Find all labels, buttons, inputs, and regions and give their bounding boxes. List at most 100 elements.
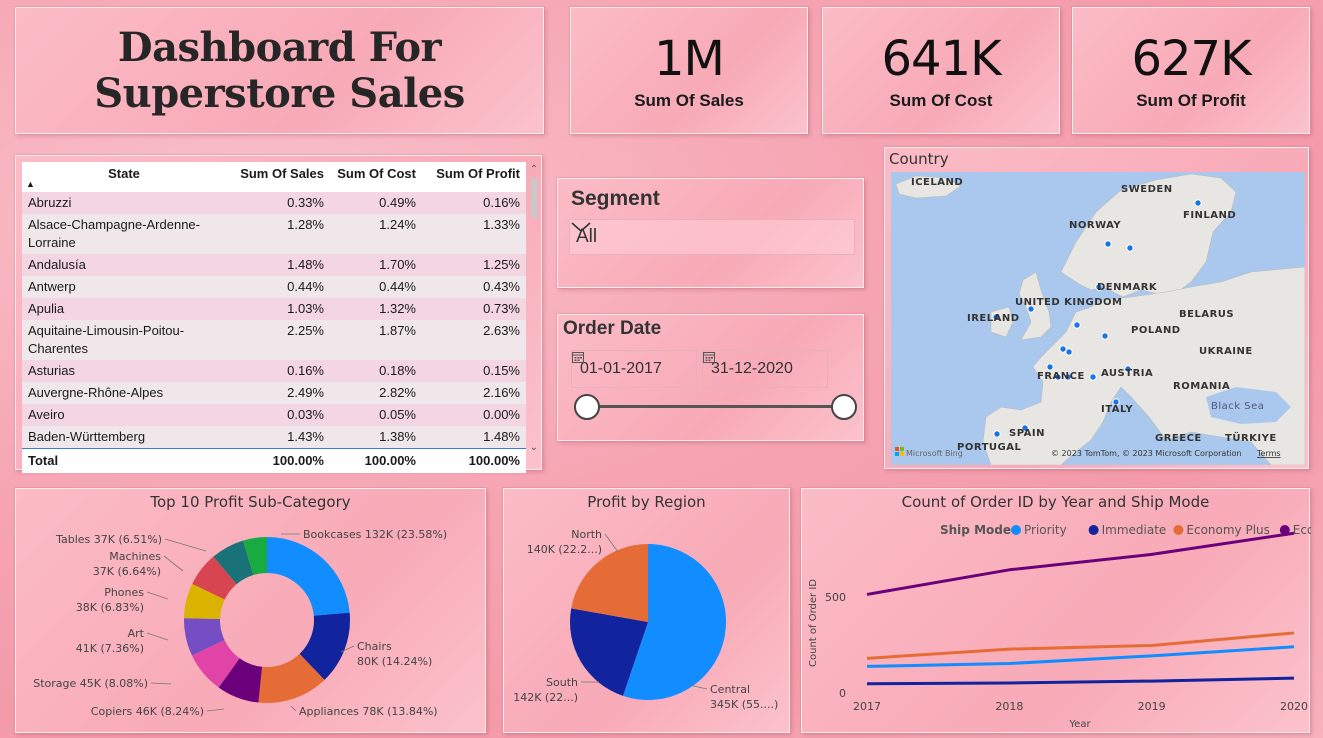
date-range-end-handle[interactable]: [831, 394, 857, 420]
table-row[interactable]: Asturias 0.16% 0.18% 0.15%: [22, 360, 526, 382]
column-header-sales[interactable]: Sum Of Sales: [232, 162, 330, 192]
map-label-poland: POLAND: [1131, 325, 1181, 336]
donut-leader-line: [207, 709, 224, 711]
cell-state: Asturias: [22, 360, 232, 382]
kpi-sales-card[interactable]: 1M Sum Of Sales: [570, 7, 808, 134]
bing-brand-text: Microsoft Bing: [906, 449, 963, 458]
table-row[interactable]: Aveiro 0.03% 0.05% 0.00%: [22, 404, 526, 426]
table-row[interactable]: Apulia 1.03% 1.32% 0.73%: [22, 298, 526, 320]
scroll-down-icon[interactable]: ⌄: [529, 442, 539, 454]
donut-leader-line: [164, 556, 183, 571]
donut-data-label: Copiers 46K (8.24%): [91, 705, 204, 718]
table-row[interactable]: Baden-Württemberg 1.43% 1.38% 1.48%: [22, 426, 526, 449]
donut-data-label: Chairs 80K (14.24%): [357, 640, 432, 668]
donut-leader-line: [147, 592, 168, 599]
profit-subcategory-chart[interactable]: Top 10 Profit Sub-Category Bookcases 132…: [15, 488, 486, 733]
table-row[interactable]: Antwerp 0.44% 0.44% 0.43%: [22, 276, 526, 298]
segment-dropdown[interactable]: All: [569, 219, 855, 255]
table-row[interactable]: Alsace-Champagne-Ardenne-Lorraine 1.28% 1.…: [22, 214, 526, 254]
date-range-start-handle[interactable]: [574, 394, 600, 420]
donut-slice-bookcases[interactable]: [267, 537, 350, 616]
legend-item[interactable]: Priority: [1024, 523, 1067, 537]
order-date-title: Order Date: [563, 318, 661, 340]
kpi-profit-card[interactable]: 627K Sum Of Profit: [1072, 7, 1310, 134]
cell-sales: 1.48%: [232, 254, 330, 276]
cell-profit: 1.48%: [422, 426, 526, 449]
map-label-romania: ROMANIA: [1173, 381, 1230, 392]
map-label-france: FRANCE: [1037, 371, 1085, 382]
date-to-input[interactable]: 31-12-2020: [702, 350, 828, 388]
table-row[interactable]: Auvergne-Rhône-Alpes 2.49% 2.82% 2.16%: [22, 382, 526, 404]
scroll-up-icon[interactable]: ⌃: [529, 164, 539, 176]
segment-title: Segment: [571, 187, 660, 211]
calendar-icon[interactable]: [572, 351, 584, 363]
series-line-economy[interactable]: [867, 533, 1294, 594]
cell-cost: 0.44%: [330, 276, 422, 298]
column-header-profit[interactable]: Sum Of Profit: [422, 162, 526, 192]
cell-cost: 0.05%: [330, 404, 422, 426]
legend-marker[interactable]: [1011, 525, 1021, 535]
cell-sales: 0.33%: [232, 192, 330, 214]
x-tick-label: 2018: [995, 700, 1023, 713]
cell-state: Aveiro: [22, 404, 232, 426]
x-tick-label: 2017: [853, 700, 881, 713]
column-header-cost[interactable]: Sum Of Cost: [330, 162, 422, 192]
cell-cost: 1.38%: [330, 426, 422, 449]
donut-data-label: Storage 45K (8.08%): [33, 677, 148, 690]
map-label-turkiye: TÜRKIYE: [1225, 430, 1277, 444]
pie-chart-svg[interactable]: Central 345K (55....) South 142K (22...) Nor…: [504, 489, 791, 734]
kpi-cost-label: Sum Of Cost: [890, 91, 993, 111]
cell-sales: 1.28%: [232, 214, 330, 254]
dashboard-title-card: Dashboard For Superstore Sales: [15, 7, 544, 134]
donut-data-label: Appliances 78K (13.84%): [299, 705, 438, 718]
donut-chart-svg[interactable]: Bookcases 132K (23.58%) Chairs 80K (14.24%…: [16, 489, 487, 734]
legend-item[interactable]: Economy Plus: [1186, 523, 1270, 537]
y-tick-label: 0: [839, 687, 846, 700]
cell-state: Andalusía: [22, 254, 232, 276]
state-table-card[interactable]: State ▲ Sum Of Sales Sum Of Cost Sum Of …: [15, 155, 542, 470]
legend-item[interactable]: Immediate: [1102, 523, 1167, 537]
kpi-cost-card[interactable]: 641K Sum Of Cost: [822, 7, 1060, 134]
date-from-input[interactable]: 01-01-2017: [571, 350, 697, 388]
y-axis-title: Count of Order ID: [808, 579, 819, 667]
series-line-priority[interactable]: [867, 647, 1294, 667]
donut-leader-line: [165, 539, 206, 551]
order-count-line-chart[interactable]: Count of Order ID by Year and Ship Mode …: [801, 488, 1310, 733]
table-scrollbar[interactable]: ⌃ ⌄: [529, 164, 539, 454]
map-label-finland: FINLAND: [1183, 210, 1236, 221]
state-table[interactable]: State ▲ Sum Of Sales Sum Of Cost Sum Of …: [22, 162, 526, 465]
column-header-state-label: State: [108, 166, 140, 181]
table-row[interactable]: Andalusía 1.48% 1.70% 1.25%: [22, 254, 526, 276]
table-body: Abruzzi 0.33% 0.49% 0.16% Alsace-Champagne-A…: [22, 192, 526, 449]
table-row[interactable]: Aquitaine-Limousin-Poitou-Charentes 2.25%…: [22, 320, 526, 360]
line-chart-svg[interactable]: Ship Mode Priority Immediate Economy Plus Ec…: [802, 489, 1311, 734]
pie-leader-line: [605, 534, 618, 552]
legend-marker[interactable]: [1089, 525, 1099, 535]
legend-marker[interactable]: [1173, 525, 1183, 535]
map-label-uk: UNITED KINGDOM: [1015, 297, 1122, 308]
calendar-icon[interactable]: [703, 351, 715, 363]
order-date-slicer: Order Date 01-01-2017 31-12-2020: [557, 314, 864, 441]
cell-state: Baden-Württemberg: [22, 426, 232, 449]
series-line-immediate[interactable]: [867, 678, 1294, 684]
x-tick-label: 2020: [1280, 700, 1308, 713]
legend-title: Ship Mode: [940, 523, 1011, 537]
table-row[interactable]: Abruzzi 0.33% 0.49% 0.16%: [22, 192, 526, 214]
column-header-state[interactable]: State ▲: [22, 162, 232, 192]
sort-ascending-icon[interactable]: ▲: [26, 179, 35, 189]
map-label-greece: GREECE: [1155, 433, 1202, 444]
map-attribution: © 2023 TomTom, © 2023 Microsoft Corporat…: [1051, 449, 1242, 458]
profit-region-chart[interactable]: Profit by Region Central 345K (55....) Sou…: [503, 488, 790, 733]
chevron-down-icon: [570, 220, 592, 234]
series-line-economy-plus[interactable]: [867, 633, 1294, 658]
europe-map[interactable]: ICELAND SWEDEN FINLAND NORWAY UNITED KIN…: [891, 172, 1305, 465]
cell-sales: 1.03%: [232, 298, 330, 320]
cell-profit: 2.63%: [422, 320, 526, 360]
scrollbar-thumb[interactable]: [531, 178, 537, 218]
date-range-track[interactable]: [585, 405, 843, 408]
map-label-austria: AUSTRIA: [1101, 368, 1153, 379]
country-map-card[interactable]: Country ICELAND SWEDEN FINLAND NORWAY UN…: [884, 147, 1309, 469]
legend-item[interactable]: Economy: [1293, 523, 1311, 537]
map-terms-link[interactable]: Terms: [1256, 449, 1281, 458]
cell-profit: 0.43%: [422, 276, 526, 298]
